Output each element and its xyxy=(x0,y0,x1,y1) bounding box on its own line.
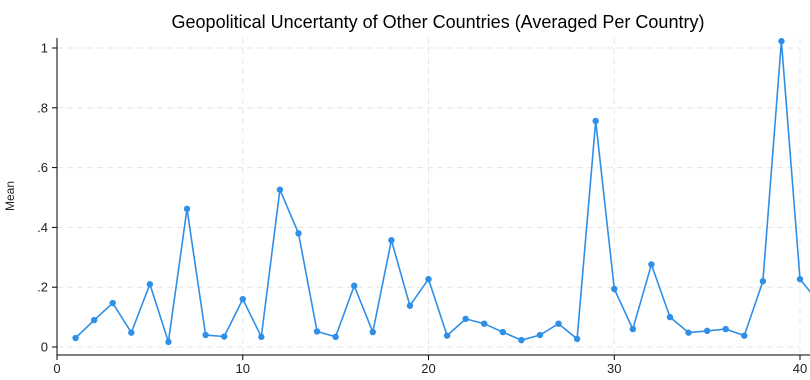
y-tick-label: .2 xyxy=(37,280,48,295)
data-point xyxy=(592,117,599,125)
data-point xyxy=(128,329,135,336)
axis-ticks: 0.2.4.6.810 10 20 30 40 xyxy=(37,41,807,377)
y-tick-label: .6 xyxy=(37,160,48,175)
data-point xyxy=(722,325,729,333)
x-tick-label: 30 xyxy=(607,361,621,376)
data-point xyxy=(239,295,246,303)
data-point xyxy=(778,37,785,45)
x-tick-label: 20 xyxy=(421,361,435,376)
data-point xyxy=(555,320,562,327)
data-point xyxy=(462,315,469,323)
data-point xyxy=(220,333,228,340)
data-point xyxy=(481,320,488,327)
data-point xyxy=(72,334,79,342)
data-point xyxy=(425,275,432,283)
x-tick-label: 0 xyxy=(53,361,60,376)
data-point xyxy=(648,261,655,268)
y-tick-label: 1 xyxy=(41,41,48,56)
data-point xyxy=(351,282,358,289)
data-point xyxy=(146,281,154,288)
data-point xyxy=(518,336,525,344)
series-line xyxy=(75,41,810,343)
data-point xyxy=(573,335,581,343)
y-axis-label: Mean xyxy=(3,181,17,211)
data-point xyxy=(369,328,376,336)
data-point xyxy=(388,237,395,244)
data-point xyxy=(332,333,339,341)
data-point xyxy=(406,302,414,309)
data-point xyxy=(90,316,98,324)
data-point xyxy=(109,299,116,307)
data-point xyxy=(443,332,451,339)
chart-title: Geopolitical Uncertanty of Other Countri… xyxy=(172,12,705,32)
y-tick-label: .8 xyxy=(37,100,48,115)
data-point xyxy=(685,329,692,336)
data-points xyxy=(72,37,804,346)
data-point xyxy=(666,313,674,321)
gridlines xyxy=(56,38,801,355)
data-point xyxy=(499,328,506,336)
y-tick-label: .4 xyxy=(37,220,48,235)
data-point xyxy=(202,331,209,339)
data-point xyxy=(703,327,711,335)
data-point xyxy=(629,325,637,333)
data-point xyxy=(759,278,767,285)
data-point xyxy=(313,328,321,335)
data-point xyxy=(183,205,191,213)
data-point xyxy=(276,186,284,193)
data-point xyxy=(536,331,544,339)
data-point xyxy=(165,338,172,346)
data-point xyxy=(295,230,302,237)
data-point xyxy=(258,333,265,341)
data-point xyxy=(741,332,748,339)
x-tick-label: 40 xyxy=(793,361,807,376)
data-point xyxy=(611,285,618,293)
data-point xyxy=(796,275,804,283)
y-tick-label: 0 xyxy=(41,340,48,355)
x-tick-label: 10 xyxy=(236,361,250,376)
